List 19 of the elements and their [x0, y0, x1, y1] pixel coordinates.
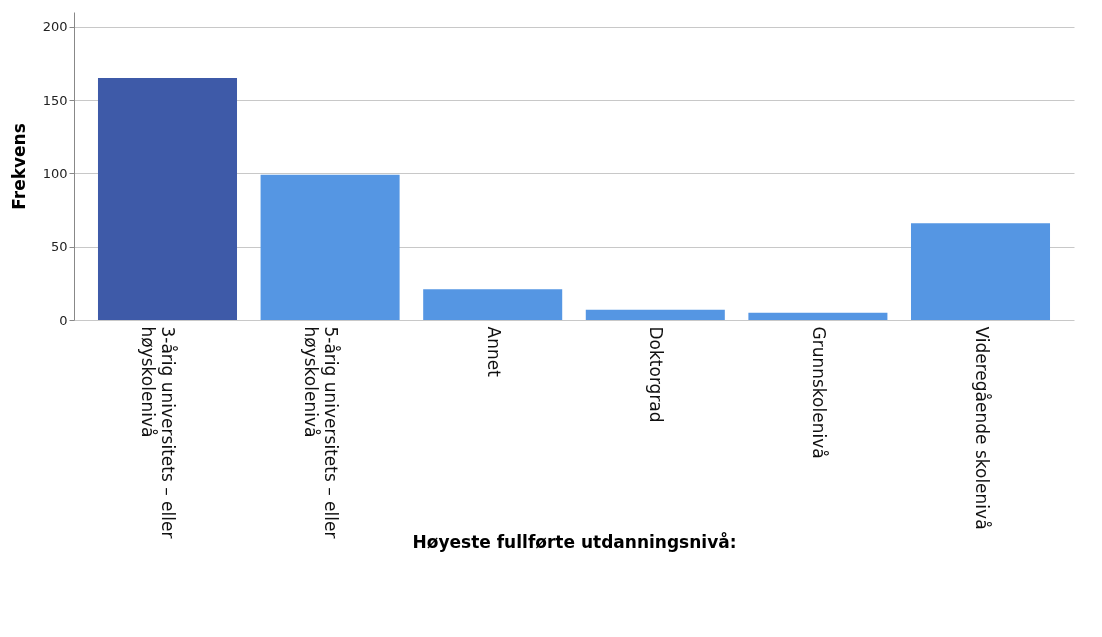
x-tick-label: 5-årig universitets – eller høyskolenivå	[301, 326, 342, 539]
x-tick-label: 3-årig universitets – eller høyskolenivå	[138, 326, 179, 539]
bar	[260, 174, 400, 320]
bar	[97, 78, 238, 320]
y-axis-title: Frekvens	[8, 123, 29, 210]
bar	[748, 312, 888, 320]
bar	[423, 289, 563, 320]
y-tick-label: 200	[42, 19, 68, 35]
y-tick-label: 150	[42, 92, 68, 108]
bar	[585, 309, 725, 320]
y-tick-label: 0	[59, 312, 68, 328]
x-tick-label: Annet	[483, 326, 504, 378]
y-tick-label: 100	[42, 165, 68, 181]
x-tick-label: Grunnskolenivå	[808, 326, 829, 459]
bar	[910, 223, 1051, 320]
x-axis-title: Høyeste fullførte utdanningsnivå:	[412, 530, 737, 552]
y-tick-label: 50	[50, 239, 68, 255]
x-tick-label: Doktorgrad	[646, 326, 667, 423]
x-tick-label: Videregående skolenivå	[971, 326, 992, 530]
